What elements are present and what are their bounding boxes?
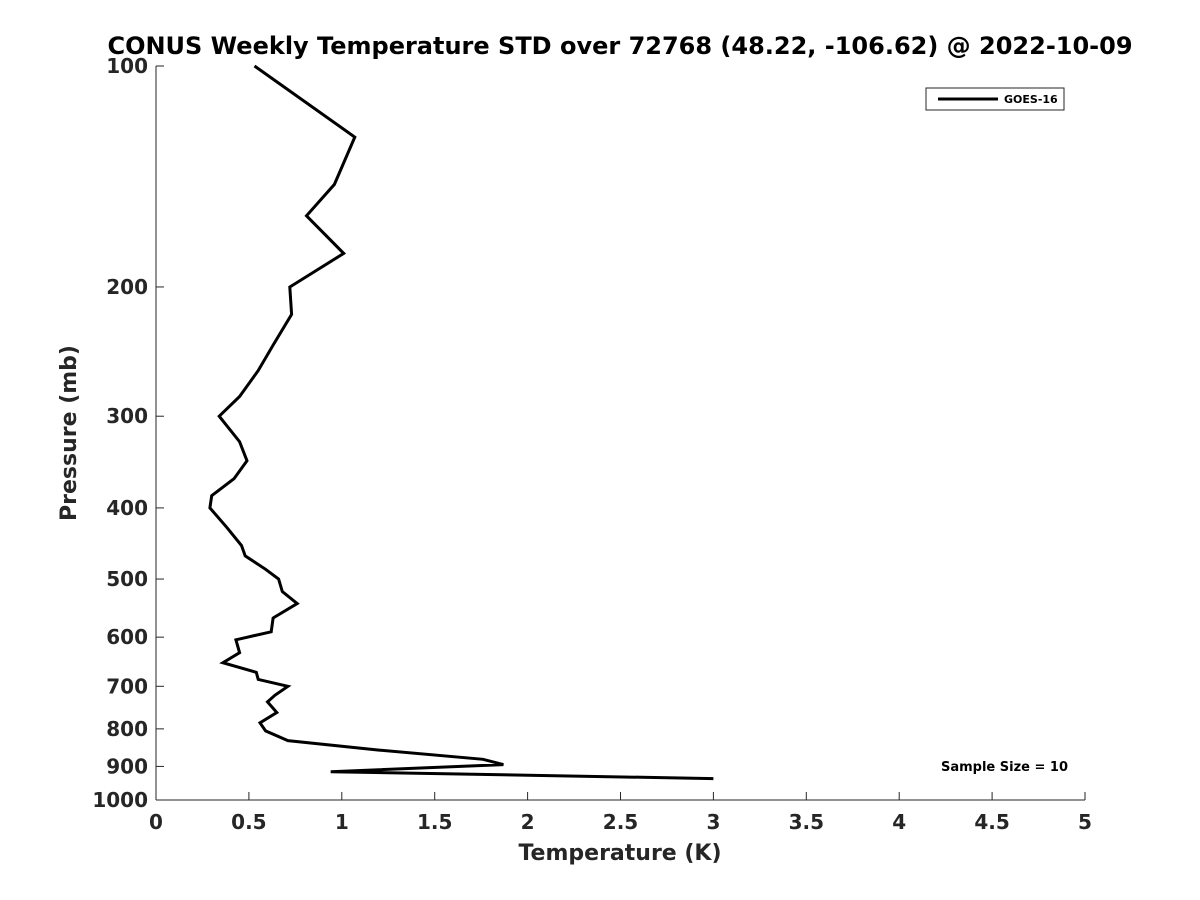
- x-tick-label: 5: [1078, 810, 1092, 834]
- y-tick-label: 200: [106, 275, 148, 299]
- x-ticks: 0 0.5 1 1.5 2 2.5 3 3.5 4 4.5 5: [149, 792, 1092, 834]
- x-tick-label: 4: [892, 810, 906, 834]
- y-tick-label: 900: [106, 754, 148, 778]
- legend: GOES-16: [925, 87, 1065, 111]
- x-tick-label: 1: [335, 810, 349, 834]
- x-tick-label: 3: [706, 810, 720, 834]
- x-tick-label: 1.5: [417, 810, 452, 834]
- y-tick-label: 100: [106, 54, 148, 78]
- y-tick-label: 600: [106, 625, 148, 649]
- x-tick-label: 2: [521, 810, 535, 834]
- y-tick-label: 800: [106, 717, 148, 741]
- x-tick-label: 0: [149, 810, 163, 834]
- y-ticks: 100 200 300 400 500 600 700 800 900 1000: [92, 54, 164, 812]
- sample-size-annotation: Sample Size = 10: [941, 760, 1068, 775]
- y-tick-label: 1000: [92, 788, 148, 812]
- y-tick-label: 500: [106, 567, 148, 591]
- chart-title: CONUS Weekly Temperature STD over 72768 …: [107, 32, 1132, 60]
- x-tick-label: 3.5: [789, 810, 824, 834]
- y-axis-label: Pressure (mb): [57, 345, 82, 521]
- y-tick-label: 700: [106, 674, 148, 698]
- series-line-goes-16: [208, 64, 714, 781]
- series-layer: [208, 64, 714, 781]
- y-tick-label: 300: [106, 404, 148, 428]
- x-tick-label: 4.5: [974, 810, 1009, 834]
- y-tick-label: 400: [106, 496, 148, 520]
- x-tick-label: 0.5: [231, 810, 266, 834]
- x-tick-label: 2.5: [603, 810, 638, 834]
- x-axis-label: Temperature (K): [518, 841, 721, 866]
- legend-label-goes-16: GOES-16: [1004, 93, 1058, 106]
